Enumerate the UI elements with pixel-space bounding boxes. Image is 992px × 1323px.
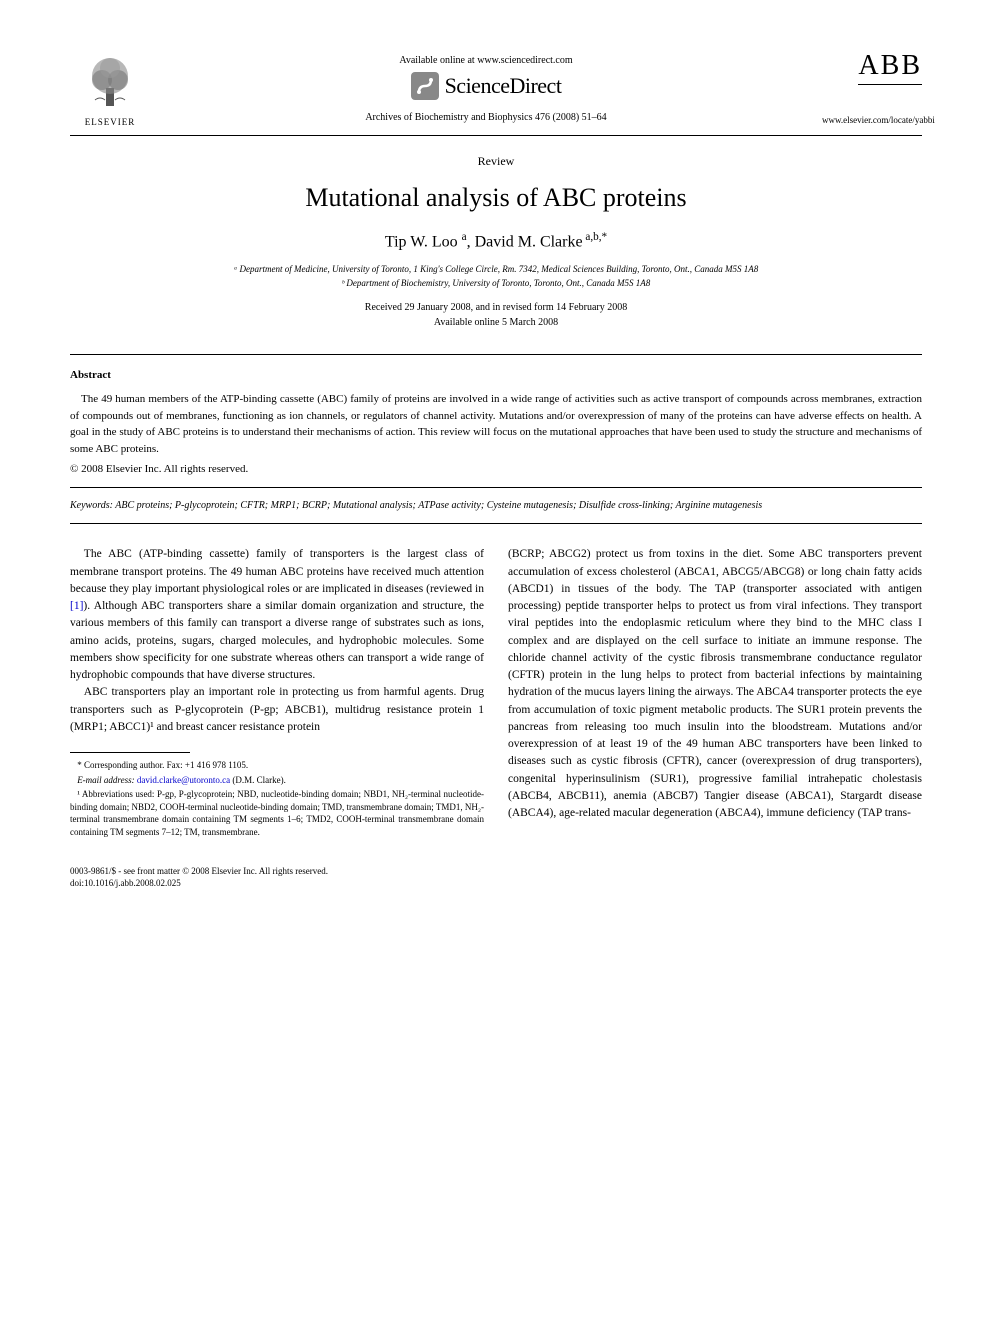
keywords-label: Keywords:: [70, 500, 113, 511]
body-p3: (BCRP; ABCG2) protect us from toxins in …: [508, 546, 922, 822]
journal-abbrev: ABB: [858, 50, 922, 85]
affiliation-b: ᵇ Department of Biochemistry, University…: [70, 277, 922, 291]
keywords-text: ABC proteins; P-glycoprotein; CFTR; MRP1…: [113, 500, 762, 511]
center-header: Available online at www.sciencedirect.co…: [150, 50, 822, 123]
available-online-text: Available online at www.sciencedirect.co…: [150, 55, 822, 66]
elsevier-tree-icon: [80, 50, 140, 110]
body-p1: The ABC (ATP-binding cassette) family of…: [70, 546, 484, 684]
keywords-section: Keywords: ABC proteins; P-glycoprotein; …: [70, 498, 922, 524]
body-p2: ABC transporters play an important role …: [70, 684, 484, 736]
abstract-text: The 49 human members of the ATP-binding …: [70, 391, 922, 457]
footnotes: * Corresponding author. Fax: +1 416 978 …: [70, 759, 484, 839]
sciencedirect-text: ScienceDirect: [445, 73, 562, 99]
email-attribution: (D.M. Clarke).: [232, 775, 286, 785]
abbreviations-note: ¹ Abbreviations used: P-gp, P-glycoprote…: [70, 788, 484, 838]
footer-doi: doi:10.1016/j.abb.2008.02.025: [70, 877, 922, 890]
ref-link-1[interactable]: [1]: [70, 600, 83, 612]
corresponding-author-note: * Corresponding author. Fax: +1 416 978 …: [70, 759, 484, 772]
sciencedirect-brand: ScienceDirect: [150, 72, 822, 100]
article-title: Mutational analysis of ABC proteins: [70, 183, 922, 213]
sciencedirect-icon: [411, 72, 439, 100]
column-right: (BCRP; ABCG2) protect us from toxins in …: [508, 546, 922, 840]
authors: Tip W. Loo a, David M. Clarke a,b,*: [70, 231, 922, 251]
footnote-rule: [70, 752, 190, 753]
abstract-heading: Abstract: [70, 369, 922, 381]
email-link[interactable]: david.clarke@utoronto.ca: [137, 775, 230, 785]
available-date: Available online 5 March 2008: [70, 315, 922, 330]
journal-reference: Archives of Biochemistry and Biophysics …: [150, 112, 822, 123]
header-rule: [70, 135, 922, 136]
abstract-copyright: © 2008 Elsevier Inc. All rights reserved…: [70, 463, 922, 475]
article-type: Review: [70, 154, 922, 169]
footer-issn: 0003-9861/$ - see front matter © 2008 El…: [70, 865, 922, 878]
publisher-name: ELSEVIER: [70, 117, 150, 127]
article-dates: Received 29 January 2008, and in revised…: [70, 300, 922, 330]
footer: 0003-9861/$ - see front matter © 2008 El…: [70, 865, 922, 890]
journal-logo: ABB www.elsevier.com/locate/yabbi: [822, 50, 922, 125]
email-label: E-mail address:: [77, 775, 134, 785]
elsevier-logo: ELSEVIER: [70, 50, 150, 127]
header-row: ELSEVIER Available online at www.science…: [70, 50, 922, 127]
affiliations: ᵃ Department of Medicine, University of …: [70, 263, 922, 290]
affiliation-a: ᵃ Department of Medicine, University of …: [70, 263, 922, 277]
journal-url: www.elsevier.com/locate/yabbi: [822, 115, 922, 125]
abstract-section: Abstract The 49 human members of the ATP…: [70, 354, 922, 488]
email-line: E-mail address: david.clarke@utoronto.ca…: [70, 774, 484, 787]
keywords: Keywords: ABC proteins; P-glycoprotein; …: [70, 498, 922, 513]
column-left: The ABC (ATP-binding cassette) family of…: [70, 546, 484, 840]
body-columns: The ABC (ATP-binding cassette) family of…: [70, 546, 922, 840]
received-date: Received 29 January 2008, and in revised…: [70, 300, 922, 315]
